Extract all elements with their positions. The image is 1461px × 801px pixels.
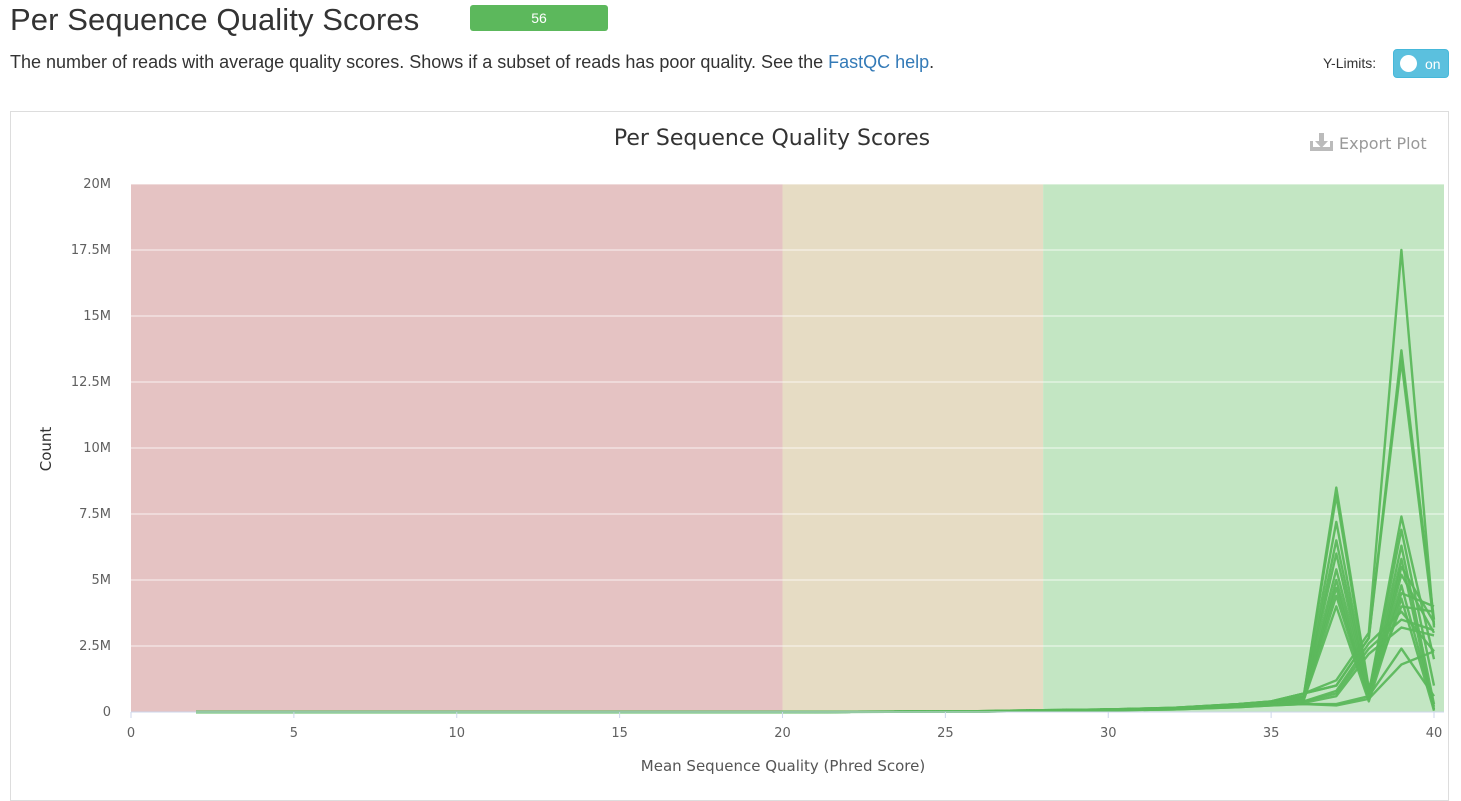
x-tick-label: 15	[611, 726, 628, 741]
plot-panel: 0 2.5M 5M 7.5M 10M 12.5M 15M 17.5M 20M 0 5 10 15 20 2…	[10, 111, 1449, 801]
download-icon	[1310, 133, 1333, 151]
y-tick-label: 10M	[83, 441, 111, 456]
x-tick-label: 5	[290, 726, 298, 741]
x-tick-label: 25	[937, 726, 954, 741]
x-tick-label: 20	[774, 726, 791, 741]
x-tick-label: 40	[1426, 726, 1443, 741]
x-tick-label: 35	[1263, 726, 1280, 741]
y-tick-label: 5M	[92, 573, 112, 588]
ylimits-label: Y-Limits:	[1323, 55, 1376, 71]
ylimits-toggle[interactable]: on	[1393, 49, 1449, 78]
x-tick-label: 10	[448, 726, 465, 741]
page-header: Per Sequence Quality Scores	[10, 0, 419, 40]
y-axis-label: Count	[37, 427, 55, 472]
toggle-label: on	[1425, 56, 1441, 72]
x-tick-label: 30	[1100, 726, 1117, 741]
fastqc-help-link[interactable]: FastQC help	[828, 52, 929, 72]
export-plot-label: Export Plot	[1339, 134, 1427, 153]
y-tick-label: 0	[103, 705, 111, 720]
y-tick-label: 2.5M	[79, 639, 111, 654]
y-tick-label: 20M	[83, 177, 111, 192]
y-tick-label: 7.5M	[79, 507, 111, 522]
export-plot-button[interactable]: Export Plot	[1310, 133, 1427, 153]
page-title: Per Sequence Quality Scores	[10, 2, 419, 38]
description-suffix: .	[929, 52, 934, 72]
chart-title: Per Sequence Quality Scores	[614, 126, 930, 151]
x-tick-label: 0	[127, 726, 135, 741]
y-axis-ticks: 0 2.5M 5M 7.5M 10M 12.5M 15M 17.5M 20M	[71, 177, 111, 720]
x-axis-ticks: 0 5 10 15 20 25 30 35 40	[127, 712, 1442, 741]
y-tick-label: 12.5M	[71, 375, 111, 390]
x-axis-label: Mean Sequence Quality (Phred Score)	[641, 757, 925, 775]
quality-chart: 0 2.5M 5M 7.5M 10M 12.5M 15M 17.5M 20M 0 5 10 15 20 2…	[11, 112, 1448, 800]
toggle-knob	[1400, 55, 1417, 72]
status-badge[interactable]: 56	[470, 5, 608, 31]
section-description: The number of reads with average quality…	[10, 52, 934, 73]
y-tick-label: 17.5M	[71, 243, 111, 258]
description-text: The number of reads with average quality…	[10, 52, 828, 72]
y-tick-label: 15M	[83, 309, 111, 324]
